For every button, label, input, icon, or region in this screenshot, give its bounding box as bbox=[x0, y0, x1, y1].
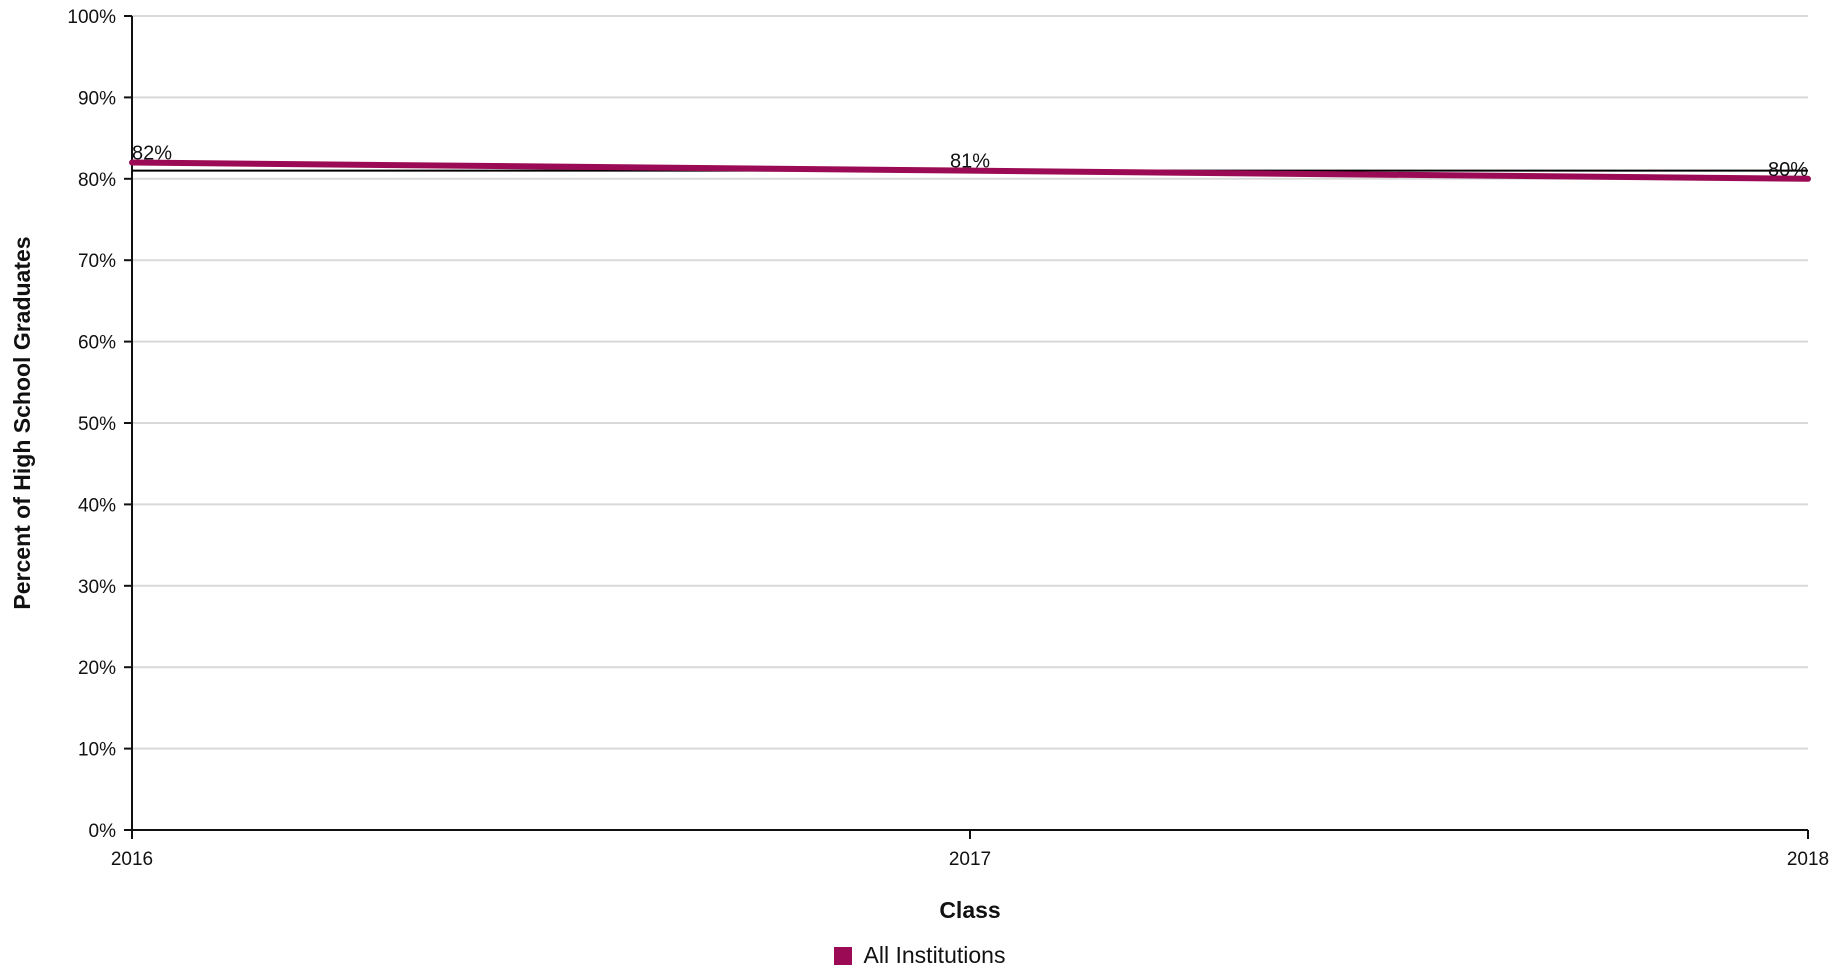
legend-label: All Institutions bbox=[863, 942, 1006, 968]
y-tick-label: 100% bbox=[67, 7, 116, 28]
series-group bbox=[129, 159, 1811, 182]
y-tick-label: 80% bbox=[78, 170, 116, 191]
line-chart: 0%10%20%30%40%50%60%70%80%90%100% 2016 20… bbox=[9, 7, 1829, 923]
data-labels: 82% 81% 80% bbox=[132, 143, 1808, 181]
y-tick-label: 60% bbox=[78, 333, 116, 354]
data-label: 82% bbox=[132, 143, 172, 165]
legend-swatch bbox=[833, 947, 852, 965]
x-tick-label: 2016 bbox=[111, 849, 153, 870]
y-axis-ticks: 0% 10% 20% 30% 40% 50% 60% 70% 80% 90% 100% bbox=[67, 7, 132, 842]
y-tick-label: 50% bbox=[78, 414, 116, 435]
gridlines bbox=[132, 15, 1808, 750]
y-tick-label: 0% bbox=[89, 821, 117, 842]
y-axis-title: Percent of High School Graduates bbox=[9, 236, 35, 609]
y-tick-label: 20% bbox=[78, 658, 116, 679]
y-tick-label: 10% bbox=[78, 740, 116, 761]
data-label: 81% bbox=[950, 151, 990, 173]
x-tick-label: 2018 bbox=[1787, 849, 1829, 870]
y-tick-label: 30% bbox=[78, 577, 116, 598]
x-tick-label: 2017 bbox=[949, 849, 991, 870]
legend: All Institutions bbox=[0, 942, 1839, 969]
y-tick-label: 90% bbox=[78, 88, 116, 109]
x-axis-ticks: 2016 2017 2018 bbox=[111, 830, 1829, 870]
x-axis-title: Class bbox=[939, 897, 1000, 923]
y-tick-label: 70% bbox=[78, 251, 116, 272]
series-line bbox=[129, 159, 1811, 182]
y-tick-label: 40% bbox=[78, 495, 116, 516]
data-label: 80% bbox=[1768, 159, 1808, 181]
